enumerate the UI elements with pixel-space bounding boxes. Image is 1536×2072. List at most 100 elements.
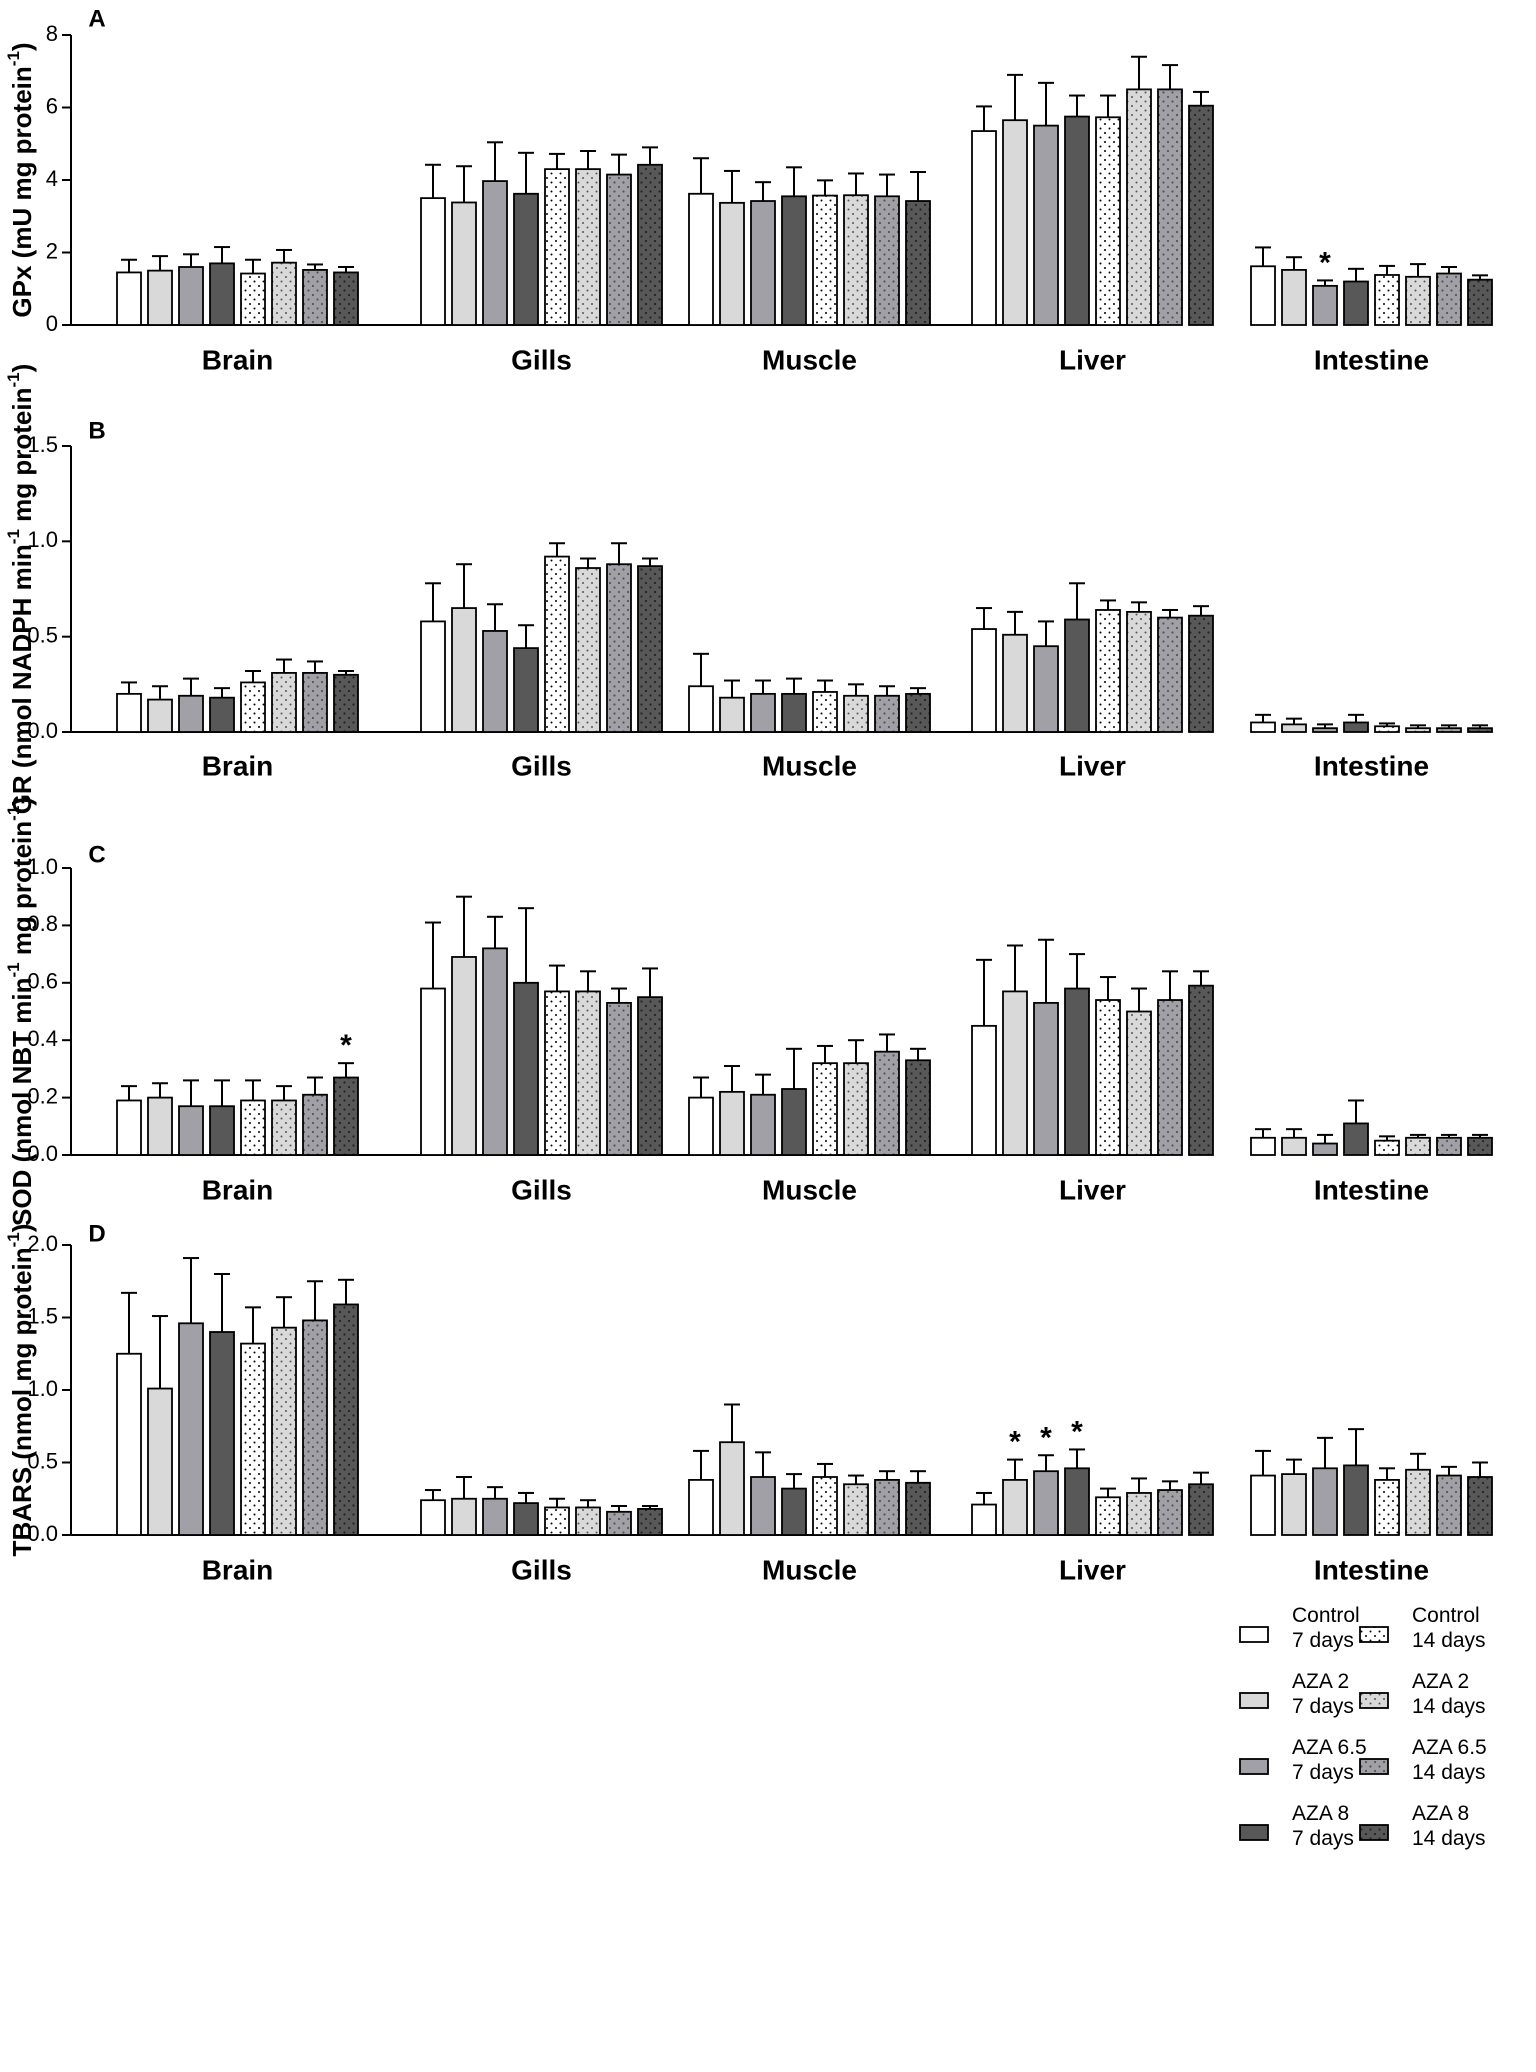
bar: [1374, 1479, 1400, 1536]
bar: [1343, 1464, 1369, 1536]
bar: [333, 271, 359, 326]
category-label: Intestine: [1314, 1174, 1429, 1205]
bar: [544, 1506, 570, 1536]
bar: [812, 194, 838, 326]
bar: [147, 1096, 173, 1156]
legend-label: AZA 2: [1412, 1670, 1469, 1693]
panel-letter: B: [88, 417, 105, 444]
bar: [1033, 1001, 1059, 1156]
bar: [1064, 987, 1090, 1156]
bar: [1467, 727, 1493, 733]
bar: [606, 1510, 632, 1536]
y-axis-title-part: ): [7, 797, 37, 806]
y-axis-title: TBARS (nmol mg protein-1): [4, 1224, 37, 1557]
bar: [719, 696, 745, 733]
bar: [302, 671, 328, 733]
bar: [1033, 645, 1059, 733]
bar: [1281, 268, 1307, 326]
bar: [812, 1062, 838, 1156]
panel-a: A 0 2 4 6 8 GPx (mU mg protein-1) Brain Gills Mus…: [4, 5, 1493, 375]
significance-marker: *: [1071, 1415, 1083, 1448]
legend-label: AZA 2: [1292, 1670, 1349, 1693]
y-axis-title-part: mg protein: [7, 388, 37, 530]
bar: [637, 163, 663, 326]
legend-label: AZA 6.5: [1292, 1736, 1367, 1759]
y-axis-title-part: SOD (nmol NBT min: [7, 978, 37, 1226]
category-label: Liver: [1059, 1174, 1126, 1205]
bar: [1126, 610, 1152, 733]
bar: [1436, 727, 1462, 733]
bar: [1157, 1489, 1183, 1536]
bar: [209, 262, 235, 326]
bar: [240, 1342, 266, 1536]
bar-group-intestine: Intestine: [1250, 1099, 1493, 1205]
bar-group-muscle: Muscle: [688, 1403, 931, 1585]
legend-swatch: [1359, 1692, 1389, 1709]
bar: [1374, 725, 1400, 733]
category-label: Liver: [1059, 344, 1126, 375]
bar: [971, 1503, 997, 1536]
bar: [1281, 1473, 1307, 1536]
bar: [240, 1099, 266, 1156]
legend-swatch: [1359, 1824, 1389, 1841]
y-tick-label: 8: [46, 21, 58, 46]
y-tick-label: 2: [46, 238, 58, 263]
bar: [812, 691, 838, 733]
bar: [971, 1024, 997, 1156]
bar: [1467, 278, 1493, 326]
legend-label: AZA 8: [1292, 1802, 1349, 1825]
bar: [178, 1322, 204, 1536]
category-label: Gills: [511, 344, 572, 375]
bar: [1374, 1139, 1400, 1156]
y-tick-label: 0.8: [27, 911, 58, 936]
bar: [482, 180, 508, 326]
legend-item: AZA 87 days: [1239, 1802, 1354, 1850]
y-axis-title-part: -1: [4, 962, 23, 977]
bar: [750, 1476, 776, 1536]
category-label: Muscle: [762, 750, 857, 781]
panel-letter: C: [88, 841, 105, 868]
bar: [1281, 723, 1307, 733]
bar: [420, 197, 446, 326]
bar: [451, 201, 477, 326]
category-label: Brain: [202, 1554, 274, 1585]
bar: [1188, 614, 1214, 733]
bar: [209, 696, 235, 733]
bar: [637, 996, 663, 1156]
bar: [781, 692, 807, 733]
bar: [333, 1303, 359, 1536]
bar: [1405, 727, 1431, 733]
bar: [781, 1487, 807, 1536]
bar: [271, 671, 297, 733]
y-axis-title-part: GPx (mU mg protein: [7, 66, 37, 317]
bar: [1250, 1474, 1276, 1536]
bar: [1002, 1479, 1028, 1536]
bar: [1188, 1483, 1214, 1536]
bar: [688, 192, 714, 326]
significance-marker: *: [1009, 1426, 1021, 1459]
y-axis-title-part: -1: [4, 1232, 23, 1247]
y-axis-title-part: GR (nmol NADPH min: [7, 544, 37, 814]
y-tick-label: 0.4: [27, 1026, 58, 1051]
y-tick-label: 1.5: [27, 1303, 58, 1328]
y-tick-label: 0.0: [27, 1141, 58, 1166]
bar: [874, 694, 900, 733]
bar: [1343, 280, 1369, 326]
y-tick-label: 0.0: [27, 718, 58, 743]
y-axis-title-part: mg protein: [7, 821, 37, 963]
y-tick-label: 0: [46, 311, 58, 336]
y-tick-label: 6: [46, 93, 58, 118]
bar: [606, 173, 632, 326]
legend-item: AZA 214 days: [1359, 1670, 1486, 1718]
bar: [1250, 265, 1276, 326]
bar: [781, 1088, 807, 1156]
bar: [1312, 284, 1338, 326]
bar: [1436, 1136, 1462, 1156]
bar: [544, 555, 570, 733]
